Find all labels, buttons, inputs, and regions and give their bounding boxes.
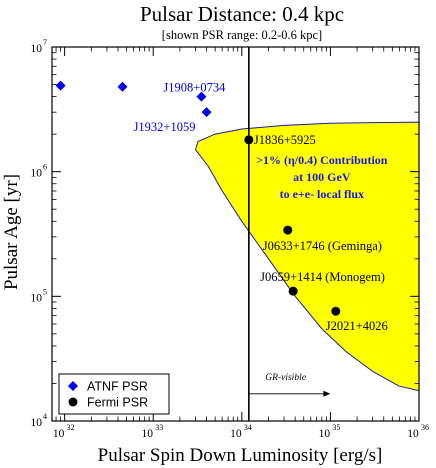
atnf-psr-point (196, 91, 207, 102)
atnf-psr-point (117, 81, 128, 92)
x-tick-label: 10 (407, 428, 419, 440)
y-tick-exponent: 7 (43, 38, 47, 47)
legend-atnf-marker (68, 381, 78, 391)
x-tick-exponent: 35 (332, 423, 340, 432)
legend-entry-label: ATNF PSR (87, 380, 148, 394)
plot-frame (51, 46, 420, 422)
legend-entry-label: Fermi PSR (87, 396, 148, 410)
x-tick-exponent: 32 (67, 423, 75, 432)
gr-visible-label: GR-visible (265, 373, 306, 383)
plot-area: >1% (η/0.4) Contribution at 100 GeV to e+e… (31, 38, 430, 440)
y-tick-exponent: 6 (43, 163, 47, 172)
y-axis-label: Pulsar Age [yr] (1, 174, 22, 290)
atnf-psr-point (55, 80, 66, 91)
legend-box (58, 373, 170, 415)
y-tick-label: 10 (31, 417, 43, 429)
x-tick-label: 10 (141, 428, 153, 440)
x-tick-exponent: 34 (244, 423, 252, 432)
x-tick-exponent: 36 (421, 423, 429, 432)
x-axis-label: Pulsar Spin Down Luminosity [erg/s] (98, 445, 383, 466)
fermi-psr-point (244, 135, 254, 145)
fermi-psr-point (283, 225, 293, 235)
region-text-line: >1% (η/0.4) Contribution (256, 153, 388, 167)
y-tick-exponent: 4 (43, 412, 47, 421)
y-tick-label: 10 (31, 43, 43, 55)
x-tick-label: 10 (53, 428, 65, 440)
x-tick-label: 10 (319, 428, 331, 440)
fermi-psr-point (331, 306, 341, 316)
y-tick-label: 10 (31, 292, 43, 304)
x-tick-exponent: 33 (155, 423, 163, 432)
fermi-psr-label: J0633+1746 (Geminga) (263, 239, 382, 253)
fermi-psr-label: J2021+4026 (326, 319, 388, 333)
legend-fermi-marker (68, 397, 78, 407)
fermi-psr-label: J0659+1414 (Monogem) (260, 270, 385, 284)
x-tick-label: 10 (230, 428, 242, 440)
fermi-psr-point (288, 286, 298, 296)
region-text-line: to e+e- local flux (280, 187, 364, 201)
chart-title: Pulsar Distance: 0.4 kpc (140, 2, 344, 26)
fermi-psr-label: J1836+5925 (254, 133, 316, 147)
y-tick-exponent: 5 (43, 287, 47, 296)
atnf-psr-point (201, 107, 212, 118)
atnf-psr-label: J1932+1059 (134, 120, 196, 134)
region-text-line: at 100 GeV (293, 170, 351, 184)
y-tick-label: 10 (31, 168, 43, 180)
contribution-region (195, 121, 419, 392)
chart-subtitle: [shown PSR range: 0.2-0.6 kpc] (162, 28, 322, 42)
gr-visible-arrow-head (323, 390, 331, 397)
atnf-psr-label: J1908+0734 (163, 81, 226, 95)
